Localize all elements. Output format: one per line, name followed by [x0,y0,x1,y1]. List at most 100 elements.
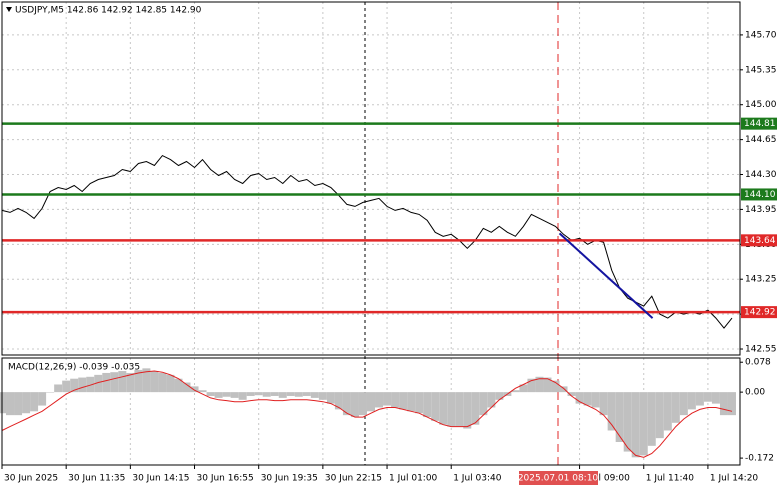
histogram-bar [70,378,79,393]
histogram-bar [527,378,536,393]
histogram-bar [142,368,151,393]
histogram-bar [110,372,119,393]
histogram-bar [214,392,223,398]
histogram-bar [711,392,720,404]
histogram-bar [326,392,335,404]
x-tick-label: 1 Jul 09:00 [582,474,631,484]
histogram-bar [719,392,728,416]
y-tick-label: -0.172 [745,454,774,464]
histogram-bar [375,392,384,408]
histogram-bar [246,392,255,396]
histogram-bar [551,380,560,393]
histogram-bar [86,376,95,393]
histogram-bar [126,372,135,393]
histogram-bar [687,392,696,410]
histogram-bar [94,374,103,393]
histogram-bar [671,392,680,423]
histogram-bar [0,392,6,414]
price-panel-frame [1,1,741,356]
crosshair-label-box [519,471,598,485]
y-tick-label: 144.65 [745,135,777,145]
histogram-bar [519,384,528,393]
y-tick-label: 144.30 [745,170,777,180]
x-tick-label: 1 Jul 03:40 [453,474,502,484]
histogram-bar [206,392,215,396]
histogram-bar [423,392,432,418]
histogram-bar [487,392,496,408]
histogram-bar [222,392,231,397]
histogram-bar [182,382,191,393]
histogram-bar [350,392,359,418]
histogram-bar [358,392,367,416]
menu-arrow[interactable] [6,7,12,12]
histogram-bar [78,377,87,393]
histogram-bar [230,392,239,398]
histogram-bar [334,392,343,410]
histogram-bar [599,392,608,416]
histogram-bar [238,392,247,400]
y-tick-label: 0.078 [745,358,771,368]
histogram-bar [431,392,440,421]
level-label-box [741,234,777,247]
histogram-bar [166,374,175,393]
histogram-bar [150,371,159,393]
histogram-bar [367,392,375,412]
level-label-box [741,117,777,130]
level-label: 143.64 [744,236,776,246]
histogram-bar [615,392,624,442]
histogram-bar [262,392,271,397]
histogram-bar [294,392,303,397]
histogram-bar [198,390,207,393]
macd-panel-frame [1,357,741,466]
histogram-bar [439,392,448,425]
histogram-bar [695,392,704,406]
y-tick-label: 0.00 [745,388,765,398]
signal-line [1,370,733,458]
histogram-bar [38,392,47,406]
histogram-bar [399,392,408,410]
x-tick-label: 1 Jul 14:20 [710,474,759,484]
grid-layer [1,2,740,465]
histogram-bar [407,392,416,412]
data-layer [0,122,740,458]
histogram-bar [14,392,23,416]
y-tick-label: 145.70 [745,30,777,40]
histogram-bar [158,372,167,393]
histogram-bar [190,386,199,393]
histogram-bar [655,392,664,439]
label-layer: 145.70 145.35 145.00 144.65 144.30 143.95 143.… [1,30,777,485]
x-tick-label: 30 Jun 14:15 [132,474,189,484]
histogram-bar [559,386,568,393]
x-tick-label: 30 Jun 19:35 [261,474,318,484]
x-tick-label: 30 Jun 11:35 [68,474,125,484]
histogram-bar [286,392,295,396]
crosshair-label: 2025.07.01 08:10 [518,474,599,484]
histogram-bar [703,392,712,402]
histogram-bar [471,392,480,425]
x-tick-label: 30 Jun 2025 [4,474,58,484]
histogram-bar [511,390,520,393]
histogram-bar [607,392,616,431]
level-label: 142.92 [744,308,776,318]
histogram-bar [727,392,736,416]
histogram-bar [575,392,584,404]
histogram-bar [383,392,392,406]
histogram-bar [54,384,63,393]
histogram-bar [174,378,183,393]
y-tick-label: 145.00 [745,100,777,110]
histogram-bar [463,392,472,429]
histogram-bar [647,392,656,446]
histogram-bar [318,392,327,400]
histogram-bar [479,392,488,416]
level-label: 144.10 [744,190,776,200]
histogram-bar [543,377,552,393]
price-line [1,154,733,329]
level-label-box [741,188,777,201]
histogram-bar [254,392,263,396]
x-tick-label: 30 Jun 16:55 [197,474,254,484]
x-tick-label: 1 Jul 11:40 [646,474,695,484]
histogram-bar [455,392,464,427]
histogram-bar [391,392,400,408]
